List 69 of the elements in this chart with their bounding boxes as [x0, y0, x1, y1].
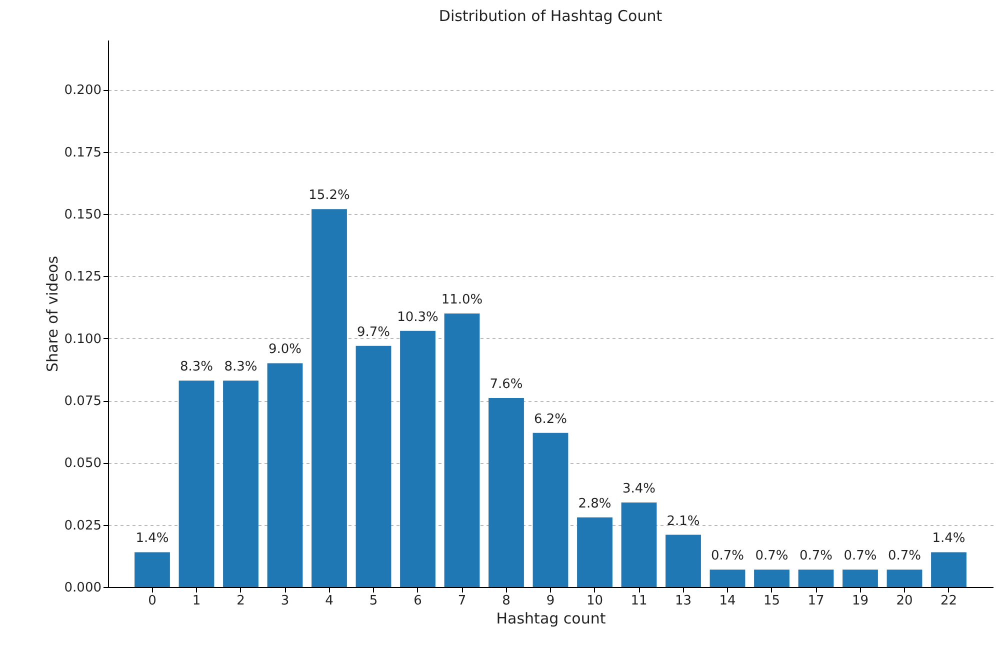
data-label: 3.4% — [622, 481, 656, 496]
y-tick-label: 0.000 — [64, 580, 102, 596]
x-tick-label: 1 — [192, 594, 201, 608]
y-tick-label: 0.075 — [64, 394, 102, 410]
y-tick-label: 0.200 — [64, 83, 102, 98]
bar — [267, 363, 303, 587]
bar — [710, 570, 746, 587]
data-label: 10.3% — [397, 310, 438, 325]
bar — [223, 380, 258, 587]
data-label: 15.2% — [308, 188, 350, 204]
data-label: 6.2% — [534, 412, 568, 427]
data-label: 7.6% — [490, 377, 523, 392]
data-label: 9.0% — [268, 342, 302, 358]
x-tick-label: 5 — [369, 594, 378, 608]
x-tick-label: 9 — [546, 594, 555, 608]
y-tick-label: 0.175 — [64, 145, 102, 160]
bar — [577, 517, 612, 587]
data-label: 0.7% — [888, 548, 922, 564]
y-tick-label: 0.100 — [64, 332, 102, 347]
x-tick-label: 2 — [236, 594, 245, 608]
y-tick-label: 0.125 — [64, 270, 102, 285]
bar — [532, 432, 568, 587]
bar — [400, 330, 436, 587]
data-label: 0.7% — [844, 548, 877, 564]
data-label: 8.3% — [180, 360, 214, 375]
y-tick-label: 0.050 — [64, 456, 102, 472]
bar — [886, 570, 922, 587]
data-label: 0.7% — [799, 548, 833, 564]
bar — [842, 570, 878, 587]
x-tick-label: 11 — [630, 594, 648, 608]
x-axis-title: Hashtag count — [496, 610, 606, 628]
x-tick-label: 22 — [940, 594, 958, 608]
bar — [754, 570, 790, 587]
data-label: 8.3% — [224, 360, 258, 375]
x-tick-label: 19 — [852, 594, 869, 608]
bar — [444, 314, 480, 587]
y-tick-label: 0.150 — [64, 208, 102, 223]
x-tick-label: 6 — [414, 594, 422, 608]
x-tick-label: 8 — [502, 594, 510, 608]
bar — [178, 380, 214, 587]
data-label: 11.0% — [441, 292, 483, 308]
x-tick-label: 3 — [280, 594, 290, 608]
y-tick-label: 0.025 — [64, 518, 102, 534]
bar — [798, 570, 834, 587]
x-tick-label: 13 — [674, 594, 692, 608]
data-label: 1.4% — [136, 531, 169, 546]
data-label: 0.7% — [755, 548, 788, 564]
bar — [356, 346, 392, 587]
data-label: 0.7% — [710, 548, 744, 564]
x-tick-label: 7 — [458, 594, 466, 608]
data-label: 9.7% — [356, 324, 390, 340]
x-tick-label: 17 — [808, 594, 824, 608]
data-label: 2.8% — [578, 496, 612, 512]
data-label: 1.4% — [932, 531, 966, 546]
x-tick-label: 15 — [763, 594, 780, 608]
x-tick-label: 14 — [719, 594, 736, 608]
x-tick-label: 10 — [586, 594, 604, 608]
bar — [666, 534, 701, 587]
data-label: 2.1% — [666, 514, 700, 529]
chart-title: Distribution of Hashtag Count — [438, 7, 662, 25]
bar — [134, 552, 170, 587]
bar — [931, 552, 966, 587]
x-tick-label: 0 — [148, 594, 156, 608]
bar — [488, 398, 524, 587]
bar — [621, 502, 657, 587]
bar — [312, 209, 347, 587]
x-tick-label: 4 — [325, 594, 334, 608]
y-axis-title: Share of videos — [43, 256, 62, 372]
x-tick-label: 20 — [896, 594, 913, 608]
